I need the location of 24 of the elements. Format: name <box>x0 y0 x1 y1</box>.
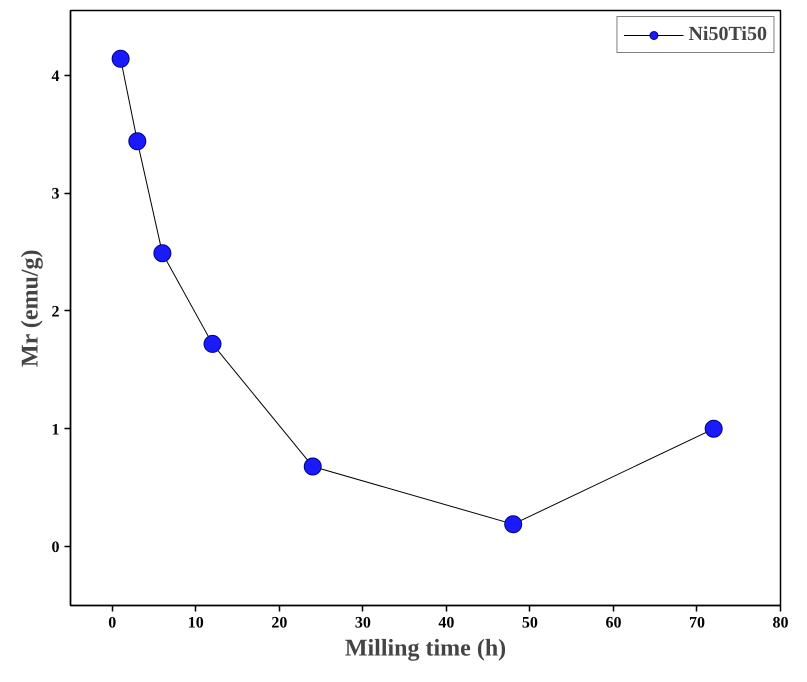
point <box>204 334 222 353</box>
x-tick-label: 60 <box>605 614 622 632</box>
point <box>112 50 130 68</box>
point <box>153 244 172 262</box>
x-tick-label: 40 <box>438 614 454 632</box>
x-tick-label: 0 <box>108 614 116 632</box>
legend-label: Ni50Ti50 <box>688 23 767 46</box>
y-tick-label: 0 <box>52 539 60 556</box>
y-tick-label: 1 <box>52 421 60 438</box>
y-tick-label: 4 <box>52 68 60 85</box>
y-tick-label: 3 <box>52 186 60 203</box>
point <box>304 457 322 476</box>
x-tick-label: 80 <box>772 614 788 632</box>
y-tick-label: 2 <box>52 303 60 320</box>
x-tick-label: 30 <box>354 614 371 632</box>
x-tick-label: 50 <box>522 614 538 632</box>
x-tick-label: 70 <box>688 614 705 632</box>
y-axis-title: Mr (emu/g) <box>18 249 44 367</box>
x-tick-label: 10 <box>188 614 204 632</box>
point <box>128 132 146 150</box>
x-axis-title: Milling time (h) <box>344 636 506 662</box>
point <box>504 515 522 534</box>
x-tick-label: 20 <box>271 614 288 632</box>
point <box>704 420 723 438</box>
